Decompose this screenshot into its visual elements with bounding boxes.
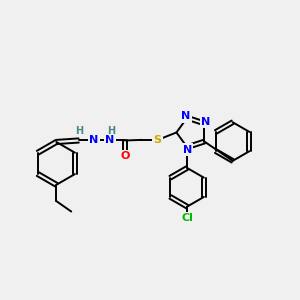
- Text: N: N: [201, 117, 211, 127]
- Text: N: N: [181, 111, 190, 121]
- Text: S: S: [154, 135, 162, 145]
- Text: H: H: [107, 126, 115, 136]
- Text: N: N: [105, 136, 114, 146]
- Text: O: O: [120, 151, 130, 161]
- Text: Cl: Cl: [181, 214, 193, 224]
- Text: H: H: [75, 126, 83, 136]
- Text: N: N: [89, 136, 99, 146]
- Text: N: N: [182, 145, 192, 154]
